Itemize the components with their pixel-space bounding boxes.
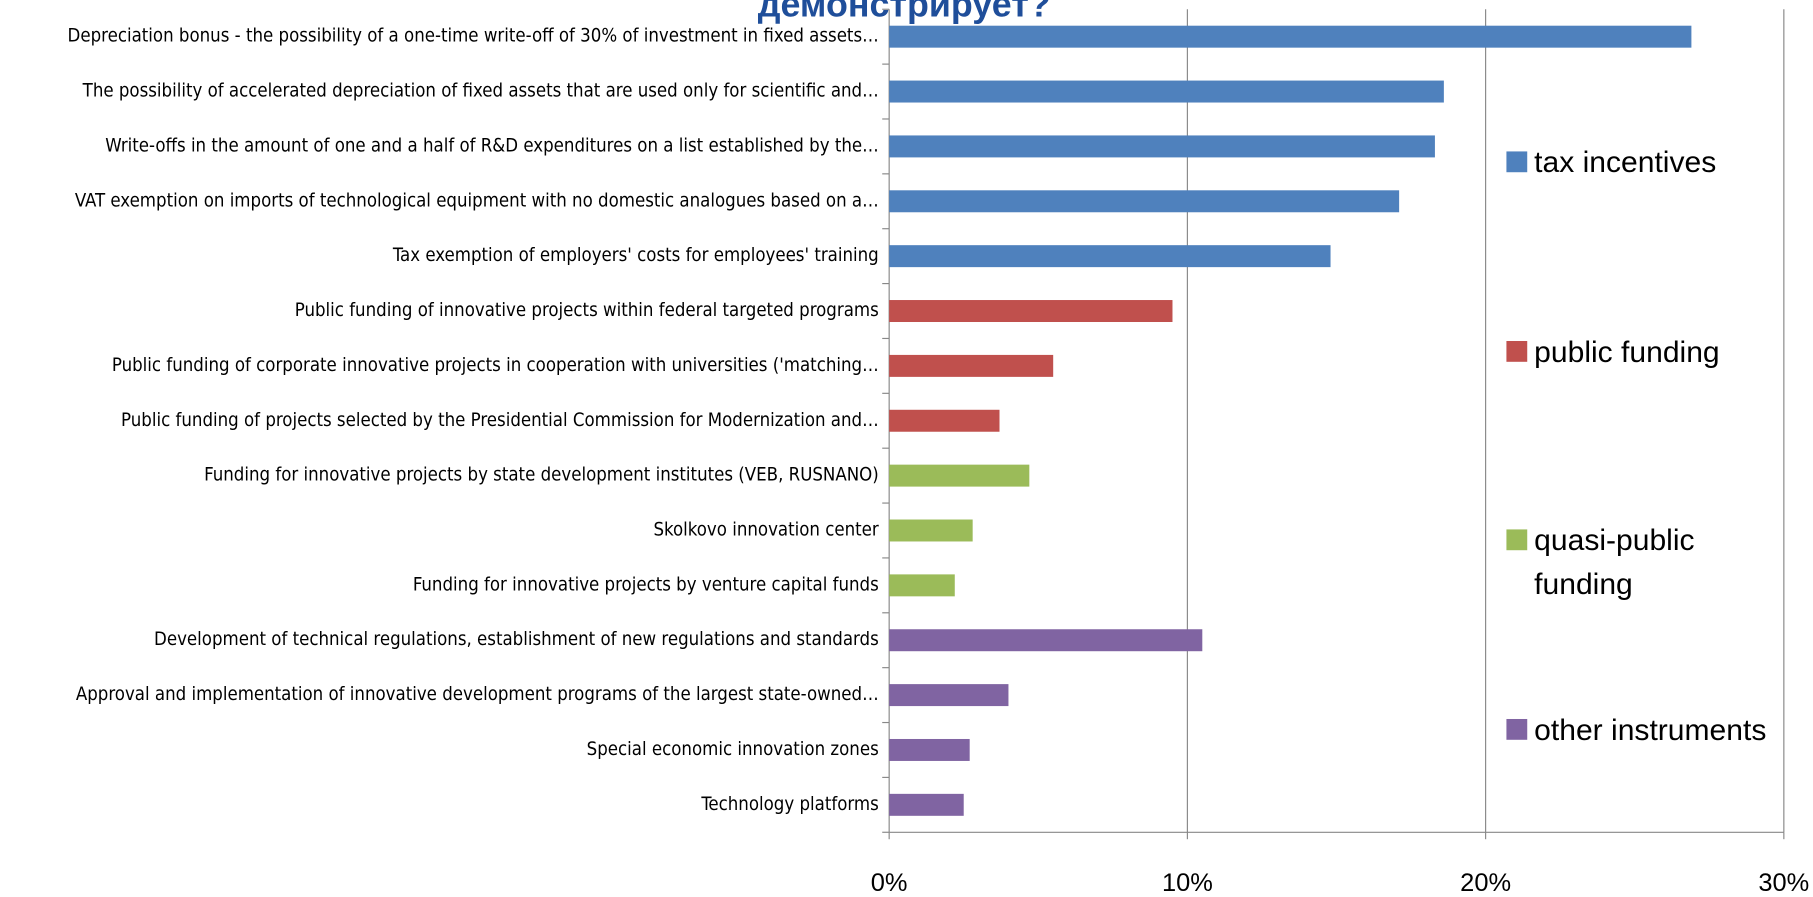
bar xyxy=(889,300,1173,323)
y-tick-label: Funding for innovative projects by state… xyxy=(204,465,879,486)
y-tick-label: Approval and implementation of innovativ… xyxy=(76,684,879,705)
bar xyxy=(889,738,970,761)
legend-item: quasi-public funding xyxy=(1534,522,1695,602)
y-tick-label: Write-offs in the amount of one and a ha… xyxy=(105,135,879,156)
bar xyxy=(889,80,1444,103)
legend-label: tax incentives xyxy=(1534,144,1717,180)
bar xyxy=(889,629,1203,652)
y-tick-label: Depreciation bonus - the possibility of … xyxy=(68,26,879,47)
y-tick-label: Tax exemption of employers' costs for em… xyxy=(392,245,879,266)
y-tick-label: The possibility of accelerated depreciat… xyxy=(82,81,879,102)
legend-label: quasi-public funding xyxy=(1534,522,1695,602)
bar xyxy=(889,190,1400,213)
bar xyxy=(889,684,1009,707)
bar xyxy=(889,574,955,597)
bar xyxy=(889,464,1030,487)
y-tick-label: Public funding of projects selected by t… xyxy=(121,410,879,431)
x-tick-label: 0% xyxy=(871,869,908,897)
chart-title: демонстрирует? xyxy=(758,0,1051,24)
legend-label: public funding xyxy=(1534,334,1720,369)
y-tick-label: VAT exemption on imports of technologica… xyxy=(75,190,879,211)
bar xyxy=(889,25,1692,48)
bar xyxy=(889,245,1331,268)
x-tick-label: 30% xyxy=(1758,869,1809,897)
legend-swatch xyxy=(1506,151,1528,173)
x-tick-label: 20% xyxy=(1460,869,1511,897)
legend-swatch xyxy=(1506,718,1528,740)
bar xyxy=(889,519,973,542)
bar xyxy=(889,354,1054,377)
y-tick-label: Skolkovo innovation center xyxy=(653,519,878,540)
legend-label: other instruments xyxy=(1534,712,1767,747)
y-tick-label: Public funding of innovative projects wi… xyxy=(295,300,879,321)
legend-swatch xyxy=(1506,340,1528,362)
y-tick-label: Development of technical regulations, es… xyxy=(154,629,879,650)
legend-item: tax incentives xyxy=(1534,144,1717,180)
y-tick-label: Special economic innovation zones xyxy=(587,739,879,760)
bar xyxy=(889,793,964,816)
legend-item: public funding xyxy=(1534,334,1720,369)
bar xyxy=(889,135,1435,158)
y-tick-label: Public funding of corporate innovative p… xyxy=(112,355,879,376)
x-tick-label: 10% xyxy=(1162,869,1213,897)
bar xyxy=(889,409,1000,432)
y-tick-label: Funding for innovative projects by ventu… xyxy=(413,574,879,595)
legend-swatch xyxy=(1506,529,1528,551)
legend-item: other instruments xyxy=(1534,712,1767,747)
y-tick-label: Technology platforms xyxy=(700,794,878,815)
